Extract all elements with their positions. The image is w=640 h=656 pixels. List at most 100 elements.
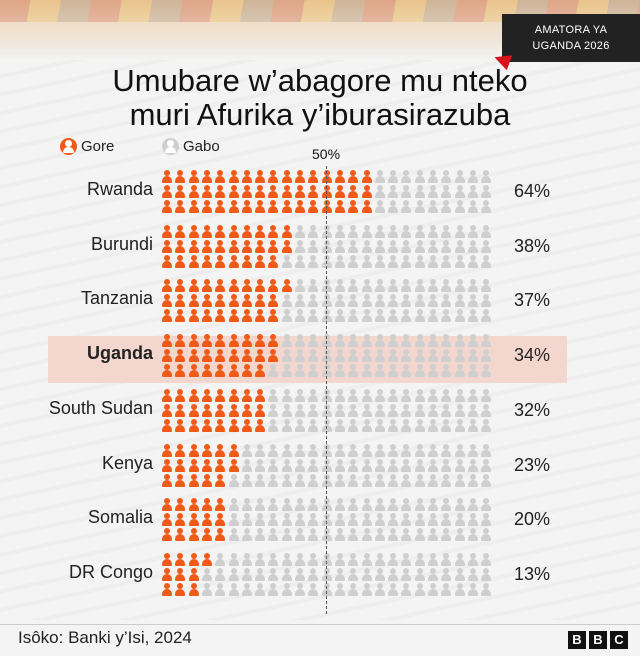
- female-person-icon: [255, 334, 266, 348]
- male-person-icon: [414, 185, 425, 199]
- male-person-icon: [481, 528, 492, 542]
- male-person-icon: [454, 458, 465, 473]
- male-person-icon: [268, 528, 279, 542]
- male-person-icon: [401, 309, 412, 323]
- female-person-icon: [241, 418, 252, 433]
- male-person-icon: [295, 528, 305, 542]
- male-person-icon: [454, 567, 465, 582]
- male-person-icon: [467, 498, 478, 512]
- male-person-icon: [467, 364, 478, 378]
- male-person-icon: [441, 582, 452, 597]
- male-person-icon: [308, 309, 319, 323]
- country-label: DR Congo: [68, 561, 153, 582]
- value-label: 20%: [514, 509, 551, 530]
- female-person-icon: [215, 458, 226, 473]
- female-person-icon: [188, 279, 199, 293]
- male-person-icon: [441, 254, 452, 269]
- female-person-icon: [162, 334, 172, 348]
- male-person-icon: [414, 349, 425, 363]
- male-person-icon: [428, 200, 438, 214]
- chart-row: Kenya 23%: [0, 441, 640, 491]
- male-person-icon: [334, 279, 345, 293]
- male-person-icon: [348, 513, 359, 527]
- male-person-icon: [295, 443, 305, 458]
- male-person-icon: [348, 239, 359, 254]
- male-person-icon: [361, 294, 372, 308]
- male-person-icon: [228, 567, 239, 582]
- highlight-band: [48, 336, 567, 383]
- male-person-icon: [388, 567, 399, 582]
- male-person-icon: [388, 170, 399, 184]
- female-person-icon: [361, 170, 372, 184]
- male-person-icon: [388, 403, 399, 418]
- female-person-icon: [175, 200, 186, 214]
- female-person-icon: [215, 498, 226, 512]
- female-person-icon: [228, 239, 239, 254]
- female-person-icon: [188, 254, 199, 269]
- female-person-icon: [188, 552, 199, 567]
- female-person-icon: [188, 443, 199, 458]
- female-person-icon: [162, 364, 172, 378]
- male-person-icon: [374, 582, 385, 597]
- female-person-icon: [268, 200, 279, 214]
- female-person-icon: [228, 443, 239, 458]
- male-person-icon: [281, 552, 292, 567]
- female-person-icon: [201, 170, 212, 184]
- male-person-icon: [268, 498, 279, 512]
- male-person-icon: [401, 403, 412, 418]
- male-person-icon: [281, 567, 292, 582]
- male-person-icon: [334, 418, 345, 433]
- male-person-icon: [414, 443, 425, 458]
- legend-label-male: Gabo: [183, 138, 220, 155]
- male-person-icon: [295, 458, 305, 473]
- male-person-icon: [334, 388, 345, 403]
- male-person-icon: [361, 418, 372, 433]
- female-person-icon: [255, 364, 266, 378]
- male-person-icon: [308, 443, 319, 458]
- female-person-icon: [281, 279, 292, 293]
- male-person-icon: [308, 279, 319, 293]
- legend-item-male: Gabo: [162, 138, 220, 155]
- female-person-icon: [175, 364, 186, 378]
- male-person-icon: [334, 309, 345, 323]
- male-person-icon: [348, 552, 359, 567]
- midline-label: 50%: [312, 146, 341, 162]
- male-person-icon: [388, 200, 399, 214]
- male-person-icon: [414, 170, 425, 184]
- female-person-icon: [268, 254, 279, 269]
- pictogram-grid: [162, 388, 496, 433]
- male-person-icon: [414, 309, 425, 323]
- male-person-icon: [308, 498, 319, 512]
- male-person-icon: [281, 364, 292, 378]
- male-person-icon: [281, 294, 292, 308]
- male-person-icon: [255, 552, 266, 567]
- male-person-icon: [361, 552, 372, 567]
- male-person-icon: [281, 254, 292, 269]
- male-person-icon: [388, 513, 399, 527]
- female-person-icon: [268, 170, 279, 184]
- male-person-icon: [481, 200, 492, 214]
- male-person-icon: [454, 388, 465, 403]
- female-person-icon: [188, 513, 199, 527]
- chart-row: Tanzania 37%: [0, 276, 640, 326]
- male-person-icon: [414, 498, 425, 512]
- female-person-icon: [175, 254, 186, 269]
- male-person-icon: [401, 334, 412, 348]
- male-person-icon: [428, 279, 438, 293]
- female-person-icon: [215, 200, 226, 214]
- male-person-icon: [454, 552, 465, 567]
- male-person-icon: [441, 364, 452, 378]
- male-person-icon: [414, 528, 425, 542]
- male-person-icon: [401, 170, 412, 184]
- male-person-icon: [334, 294, 345, 308]
- male-person-icon: [401, 418, 412, 433]
- male-person-icon: [441, 239, 452, 254]
- female-person-icon: [228, 364, 239, 378]
- female-person-icon: [228, 200, 239, 214]
- female-person-icon: [255, 239, 266, 254]
- male-person-icon: [228, 528, 239, 542]
- pictogram-grid: [162, 170, 496, 214]
- male-person-icon: [374, 364, 385, 378]
- male-person-icon: [215, 582, 226, 597]
